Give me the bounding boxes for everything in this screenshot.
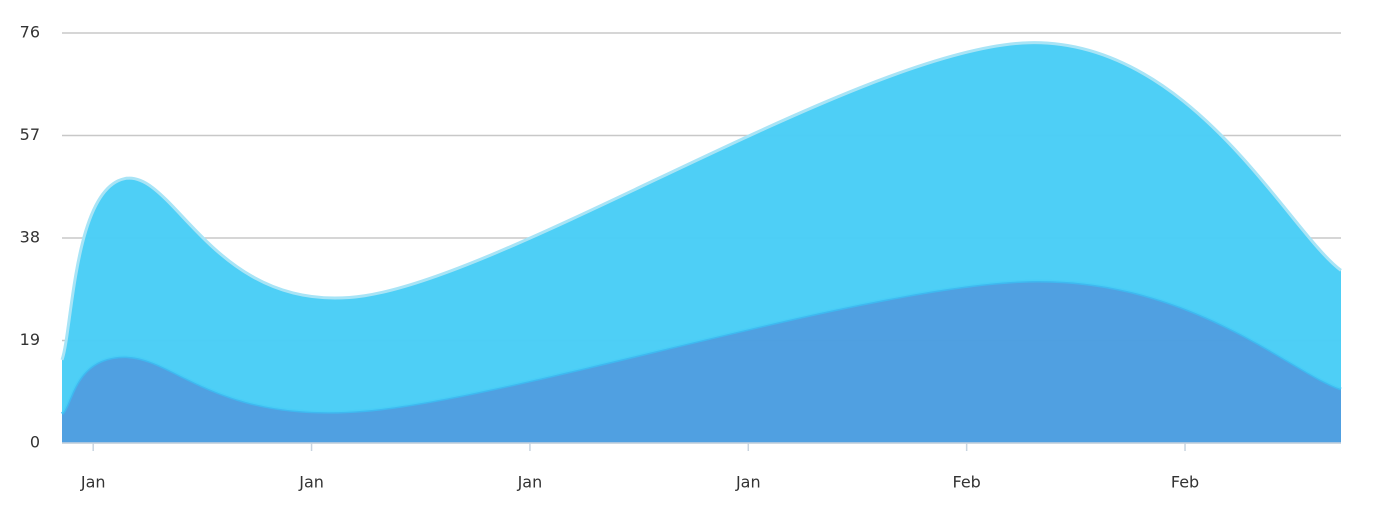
x-tick-label: Feb [952,473,980,492]
area-line [60,41,1342,361]
y-tick-label: 38 [20,228,40,247]
x-tick-label: Jan [80,473,106,492]
x-tick-label: Feb [1171,473,1199,492]
x-tick-label: Jan [735,473,761,492]
y-tick-label: 57 [20,125,40,144]
x-tick-label: Jan [298,473,324,492]
area [62,42,1341,414]
y-tick-label: 0 [30,433,40,452]
y-tick-label: 76 [20,23,40,42]
x-tick-label: Jan [517,473,543,492]
area [62,281,1341,443]
y-tick-label: 19 [20,330,40,349]
